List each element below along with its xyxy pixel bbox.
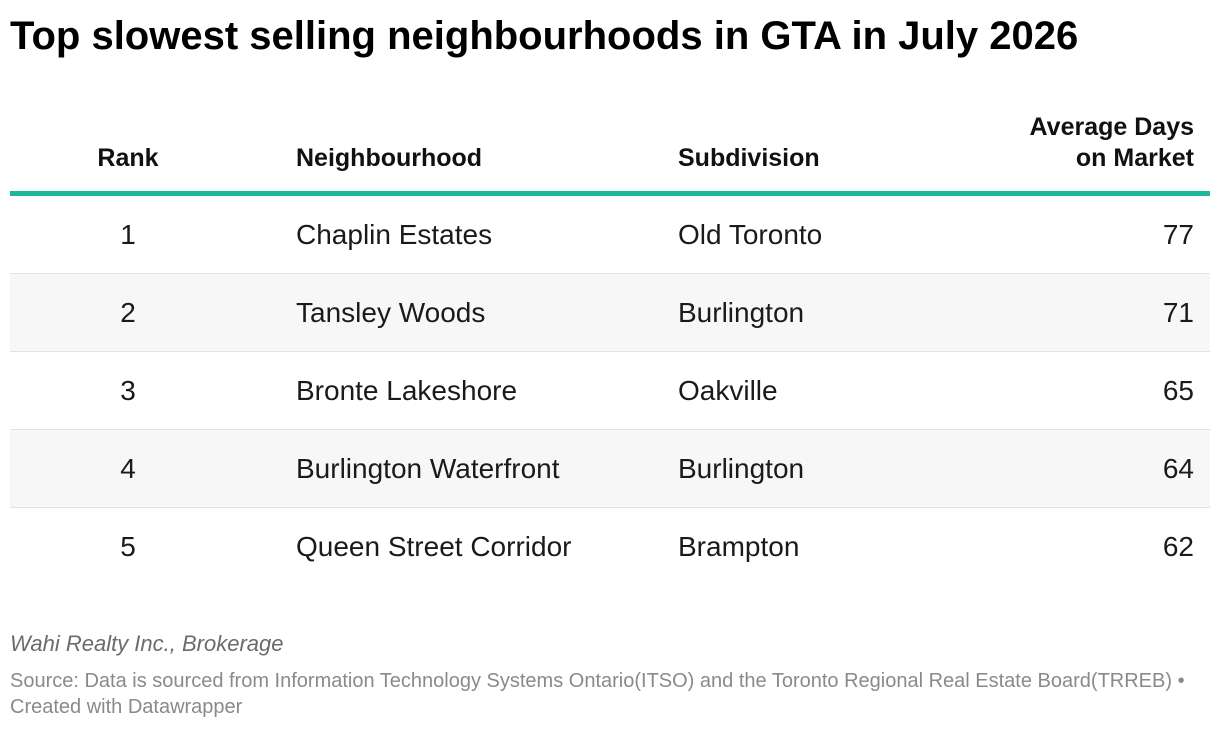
subdivision-cell: Brampton (678, 531, 800, 562)
table-row: 4 Burlington Waterfront Burlington 64 (10, 430, 1210, 508)
subdivision-cell: Burlington (678, 297, 805, 328)
days-on-market-cell: 77 (1162, 219, 1194, 250)
table-row: 1 Chaplin Estates Old Toronto 77 (10, 196, 1210, 274)
data-table: Rank Neighbourhood Subdivision Average D… (10, 112, 1210, 586)
chart-title: Top slowest selling neighbourhoods in GT… (10, 14, 1079, 58)
column-header-average-days-line2: on Market (1075, 144, 1194, 172)
column-header-average-days-line1: Average Days (1029, 113, 1194, 141)
table-header: Rank Neighbourhood Subdivision Average D… (10, 112, 1210, 196)
neighbourhood-cell: Tansley Woods (296, 297, 486, 328)
source-text: Source: Data is sourced from Information… (10, 670, 1185, 718)
subdivision-cell: Oakville (678, 375, 778, 406)
rank-cell: 1 (120, 219, 136, 250)
days-on-market-cell: 64 (1162, 453, 1194, 484)
rank-cell: 5 (120, 531, 136, 562)
rank-cell: 3 (120, 375, 136, 406)
column-header-rank: Rank (97, 144, 159, 172)
neighbourhood-cell: Queen Street Corridor (296, 531, 572, 562)
neighbourhood-cell: Burlington Waterfront (296, 453, 560, 484)
rank-cell: 2 (120, 297, 136, 328)
table-row: 3 Bronte Lakeshore Oakville 65 (10, 352, 1210, 430)
column-header-neighbourhood: Neighbourhood (296, 144, 483, 172)
days-on-market-cell: 65 (1162, 375, 1194, 406)
days-on-market-cell: 62 (1162, 531, 1194, 562)
subdivision-cell: Burlington (678, 453, 805, 484)
table-row: 2 Tansley Woods Burlington 71 (10, 274, 1210, 352)
subdivision-cell: Old Toronto (678, 219, 823, 250)
column-header-average-days: Average Days on Market (1030, 112, 1194, 174)
table-row: 5 Queen Street Corridor Brampton 62 (10, 508, 1210, 586)
rank-cell: 4 (120, 453, 136, 484)
days-on-market-cell: 71 (1162, 297, 1194, 328)
notes-text: Wahi Realty Inc., Brokerage (10, 631, 284, 656)
column-header-subdivision: Subdivision (678, 144, 820, 172)
neighbourhood-cell: Chaplin Estates (296, 219, 493, 250)
neighbourhood-cell: Bronte Lakeshore (296, 375, 518, 406)
